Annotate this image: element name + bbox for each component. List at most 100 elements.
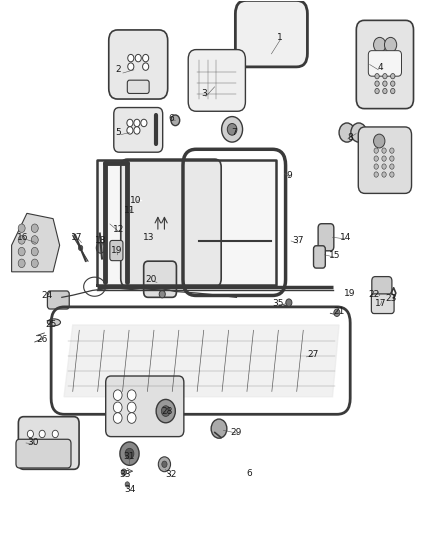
Circle shape bbox=[31, 247, 38, 256]
FancyBboxPatch shape bbox=[318, 224, 334, 251]
Text: 16: 16 bbox=[17, 233, 28, 242]
Circle shape bbox=[134, 119, 140, 127]
Circle shape bbox=[390, 156, 394, 161]
Circle shape bbox=[52, 430, 58, 438]
Circle shape bbox=[374, 134, 385, 148]
Circle shape bbox=[390, 148, 394, 154]
FancyBboxPatch shape bbox=[18, 417, 79, 470]
Text: 12: 12 bbox=[113, 225, 124, 234]
Circle shape bbox=[161, 406, 170, 416]
Circle shape bbox=[375, 88, 379, 94]
Circle shape bbox=[339, 123, 355, 142]
Circle shape bbox=[18, 259, 25, 268]
Text: 27: 27 bbox=[307, 350, 318, 359]
Text: 19: 19 bbox=[111, 246, 122, 255]
Text: 10: 10 bbox=[130, 196, 142, 205]
Text: 6: 6 bbox=[247, 470, 252, 478]
Ellipse shape bbox=[47, 319, 60, 326]
Circle shape bbox=[143, 54, 149, 62]
Text: 14: 14 bbox=[340, 233, 351, 242]
Text: 25: 25 bbox=[45, 320, 57, 329]
Text: 30: 30 bbox=[28, 439, 39, 448]
Circle shape bbox=[125, 482, 130, 487]
FancyBboxPatch shape bbox=[121, 159, 221, 287]
Circle shape bbox=[120, 442, 139, 465]
FancyBboxPatch shape bbox=[188, 50, 245, 111]
Text: 34: 34 bbox=[124, 485, 135, 494]
Text: 18: 18 bbox=[95, 237, 107, 246]
Circle shape bbox=[382, 156, 386, 161]
Circle shape bbox=[211, 419, 227, 438]
Text: 15: 15 bbox=[329, 252, 340, 260]
Text: 1: 1 bbox=[277, 34, 283, 43]
FancyBboxPatch shape bbox=[235, 1, 307, 67]
Circle shape bbox=[159, 290, 165, 298]
Circle shape bbox=[18, 247, 25, 256]
Circle shape bbox=[78, 245, 83, 251]
Text: 26: 26 bbox=[36, 335, 48, 344]
FancyBboxPatch shape bbox=[47, 291, 69, 309]
Text: 22: 22 bbox=[368, 289, 380, 298]
Text: 29: 29 bbox=[231, 428, 242, 437]
Circle shape bbox=[39, 442, 45, 449]
Text: 24: 24 bbox=[41, 291, 52, 300]
Circle shape bbox=[351, 123, 367, 142]
FancyBboxPatch shape bbox=[114, 108, 162, 152]
FancyBboxPatch shape bbox=[371, 294, 394, 313]
Circle shape bbox=[382, 172, 386, 177]
Circle shape bbox=[18, 236, 25, 244]
Text: 4: 4 bbox=[378, 63, 383, 71]
Text: 13: 13 bbox=[143, 233, 155, 242]
Circle shape bbox=[31, 236, 38, 244]
Text: 32: 32 bbox=[165, 471, 177, 479]
Polygon shape bbox=[12, 213, 60, 272]
Circle shape bbox=[135, 54, 141, 62]
Text: 3: 3 bbox=[201, 89, 207, 98]
Circle shape bbox=[125, 448, 134, 459]
Circle shape bbox=[39, 430, 45, 438]
Text: 28: 28 bbox=[161, 407, 172, 416]
Text: 6: 6 bbox=[168, 114, 174, 123]
Text: 2: 2 bbox=[116, 66, 121, 74]
Circle shape bbox=[134, 127, 140, 134]
FancyBboxPatch shape bbox=[106, 376, 184, 437]
Circle shape bbox=[127, 390, 136, 400]
FancyBboxPatch shape bbox=[144, 261, 177, 297]
Text: 37: 37 bbox=[292, 237, 304, 246]
Circle shape bbox=[375, 81, 379, 86]
FancyBboxPatch shape bbox=[358, 127, 412, 193]
FancyBboxPatch shape bbox=[372, 277, 392, 306]
Circle shape bbox=[390, 164, 394, 169]
Circle shape bbox=[27, 442, 33, 449]
Circle shape bbox=[382, 148, 386, 154]
Text: 5: 5 bbox=[115, 128, 120, 137]
Polygon shape bbox=[97, 160, 276, 285]
Circle shape bbox=[162, 461, 167, 467]
Circle shape bbox=[374, 164, 378, 169]
Circle shape bbox=[374, 37, 386, 52]
Circle shape bbox=[128, 63, 134, 70]
Text: 17: 17 bbox=[375, 299, 386, 308]
Circle shape bbox=[52, 442, 58, 449]
Circle shape bbox=[222, 117, 243, 142]
Circle shape bbox=[141, 119, 147, 127]
Text: 33: 33 bbox=[120, 471, 131, 479]
Circle shape bbox=[383, 81, 387, 86]
Circle shape bbox=[374, 172, 378, 177]
Circle shape bbox=[113, 402, 122, 413]
FancyBboxPatch shape bbox=[357, 20, 413, 109]
Circle shape bbox=[134, 193, 145, 206]
Circle shape bbox=[27, 430, 33, 438]
Circle shape bbox=[334, 309, 340, 317]
Circle shape bbox=[128, 54, 134, 62]
Text: 7: 7 bbox=[231, 128, 237, 137]
FancyBboxPatch shape bbox=[368, 51, 402, 76]
Text: 11: 11 bbox=[124, 206, 135, 215]
Circle shape bbox=[383, 74, 387, 79]
Circle shape bbox=[286, 299, 292, 306]
Text: 31: 31 bbox=[124, 453, 135, 462]
Circle shape bbox=[127, 127, 133, 134]
Circle shape bbox=[127, 402, 136, 413]
Text: 19: 19 bbox=[344, 288, 356, 297]
Circle shape bbox=[113, 413, 122, 423]
